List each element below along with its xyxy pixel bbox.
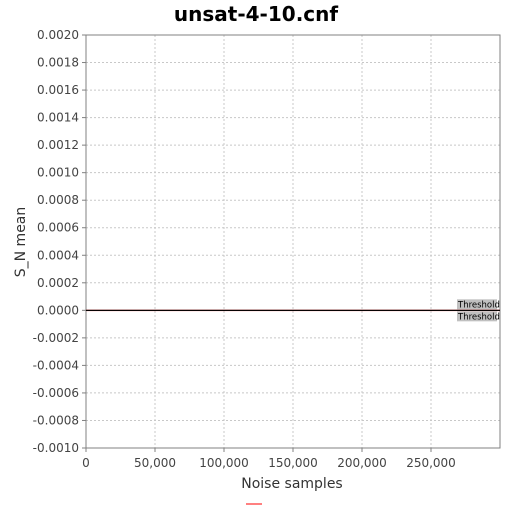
threshold-layer: Threshold Threshold bbox=[86, 299, 500, 322]
y-tick-label: 0.0002 bbox=[37, 276, 79, 290]
y-tick-label: 0.0020 bbox=[37, 28, 79, 42]
threshold-label: Threshold bbox=[457, 312, 500, 322]
grid bbox=[85, 34, 500, 449]
y-tick-label: 0.0010 bbox=[37, 166, 79, 180]
y-tick-label: 0.0000 bbox=[37, 303, 79, 317]
y-tick-label: 0.0018 bbox=[37, 56, 79, 70]
y-tick-label: -0.0010 bbox=[33, 441, 79, 455]
y-tick-label: 0.0014 bbox=[37, 111, 79, 125]
x-tick-label: 250,000 bbox=[406, 456, 456, 470]
y-tick-label: -0.0006 bbox=[33, 386, 79, 400]
y-axis-label: S_N mean bbox=[13, 207, 29, 278]
y-tick-label: 0.0016 bbox=[37, 83, 79, 97]
x-axis-label: Noise samples bbox=[241, 476, 342, 492]
x-tick-label: 150,000 bbox=[268, 456, 318, 470]
threshold-label: Threshold bbox=[457, 300, 500, 310]
y-tick-label: 0.0004 bbox=[37, 248, 79, 262]
x-tick-label: 200,000 bbox=[337, 456, 387, 470]
threshold-label-box bbox=[457, 299, 497, 310]
y-tick-label: -0.0008 bbox=[33, 413, 79, 427]
x-tick-label: 50,000 bbox=[134, 456, 176, 470]
y-tick-label: 0.0008 bbox=[37, 193, 79, 207]
threshold-label-box bbox=[457, 311, 497, 322]
chart-title: unsat-4-10.cnf bbox=[174, 2, 338, 26]
x-tick-label: 100,000 bbox=[199, 456, 249, 470]
y-axis-ticks: 0.0020 0.0018 0.0016 0.0014 0.0012 0.0010 0.00… bbox=[33, 28, 86, 455]
x-axis-ticks: 0 50,000 100,000 150,000 200,000 250,000 bbox=[82, 448, 456, 470]
y-tick-label: 0.0006 bbox=[37, 221, 79, 235]
y-tick-label: -0.0004 bbox=[33, 358, 79, 372]
y-tick-label: -0.0002 bbox=[33, 331, 79, 345]
x-tick-label: 0 bbox=[82, 456, 90, 470]
y-tick-label: 0.0012 bbox=[37, 138, 79, 152]
